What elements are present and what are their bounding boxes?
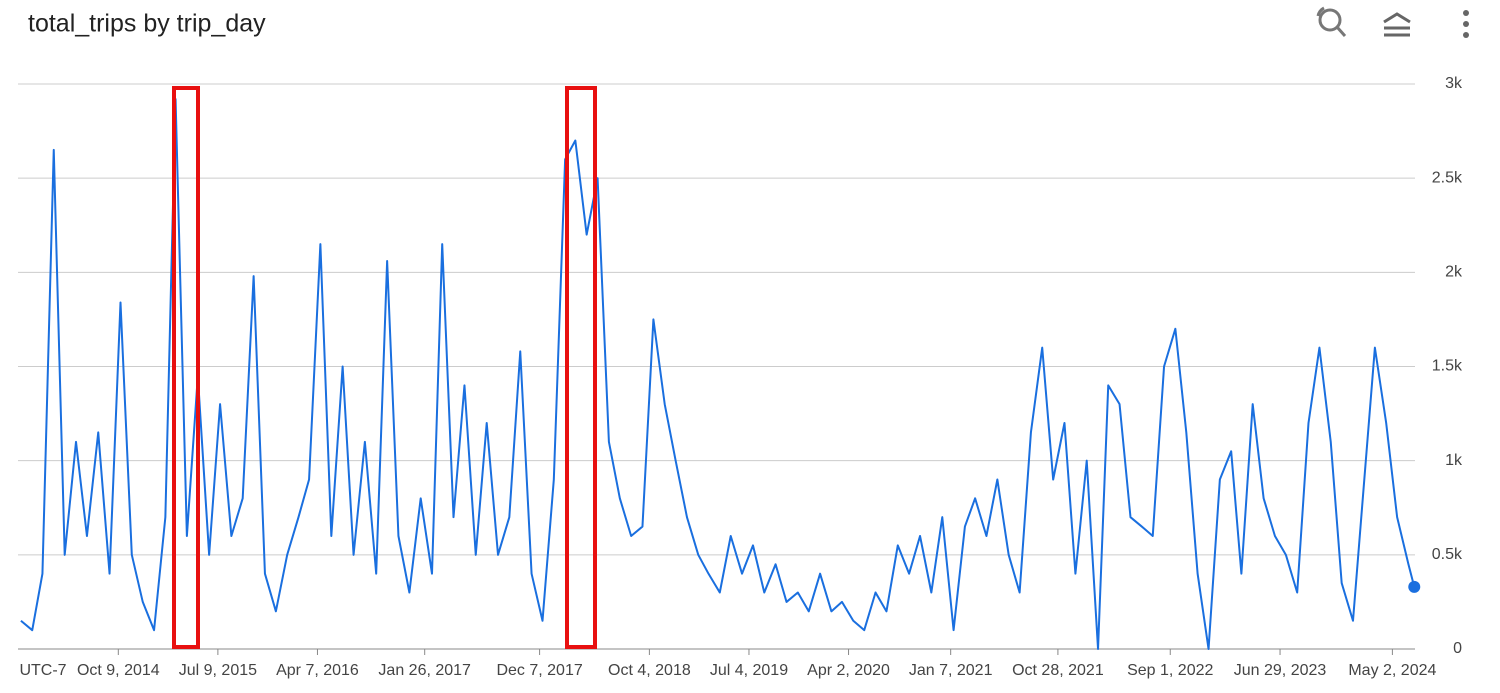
y-tick-label: 0.5k xyxy=(1432,546,1463,563)
y-tick-label: 3k xyxy=(1445,75,1463,92)
plot-area: 0 0.5k 1k 1.5k 2k 2.5k 3k Oct 9, 2014 Jul 9, 201… xyxy=(18,75,1463,679)
x-tick-label: Jul 9, 2015 xyxy=(179,662,257,679)
timezone-label: UTC-7 xyxy=(19,662,66,679)
zoom-button[interactable] xyxy=(1316,6,1347,37)
series-button[interactable] xyxy=(1383,12,1411,37)
y-tick-label: 0 xyxy=(1453,640,1462,657)
x-tick-label: Jan 26, 2017 xyxy=(378,662,471,679)
x-tick-label: Dec 7, 2017 xyxy=(496,662,582,679)
more-button[interactable] xyxy=(1463,10,1469,38)
y-tick-label: 2k xyxy=(1445,264,1463,281)
x-tick-label: Apr 2, 2020 xyxy=(807,662,890,679)
x-tick-label: Jan 7, 2021 xyxy=(909,662,993,679)
y-tick-label: 2.5k xyxy=(1432,169,1463,186)
last-point xyxy=(1408,580,1421,593)
highlight-box xyxy=(565,86,597,649)
x-tick-label: May 2, 2024 xyxy=(1348,662,1436,679)
x-tick-label: Oct 9, 2014 xyxy=(77,662,160,679)
x-tick-label: Jul 4, 2019 xyxy=(710,662,788,679)
x-tick-label: Jun 29, 2023 xyxy=(1234,662,1327,679)
y-tick-label: 1k xyxy=(1445,452,1463,469)
x-tick-label: Oct 28, 2021 xyxy=(1012,662,1104,679)
x-tick-label: Oct 4, 2018 xyxy=(608,662,691,679)
x-tick-label: Sep 1, 2022 xyxy=(1127,662,1213,679)
y-tick-label: 1.5k xyxy=(1432,358,1463,375)
highlight-box xyxy=(172,86,200,649)
series-line xyxy=(20,98,1416,650)
chart-title: total_trips by trip_day xyxy=(28,10,266,38)
x-tick-label: Apr 7, 2016 xyxy=(276,662,359,679)
